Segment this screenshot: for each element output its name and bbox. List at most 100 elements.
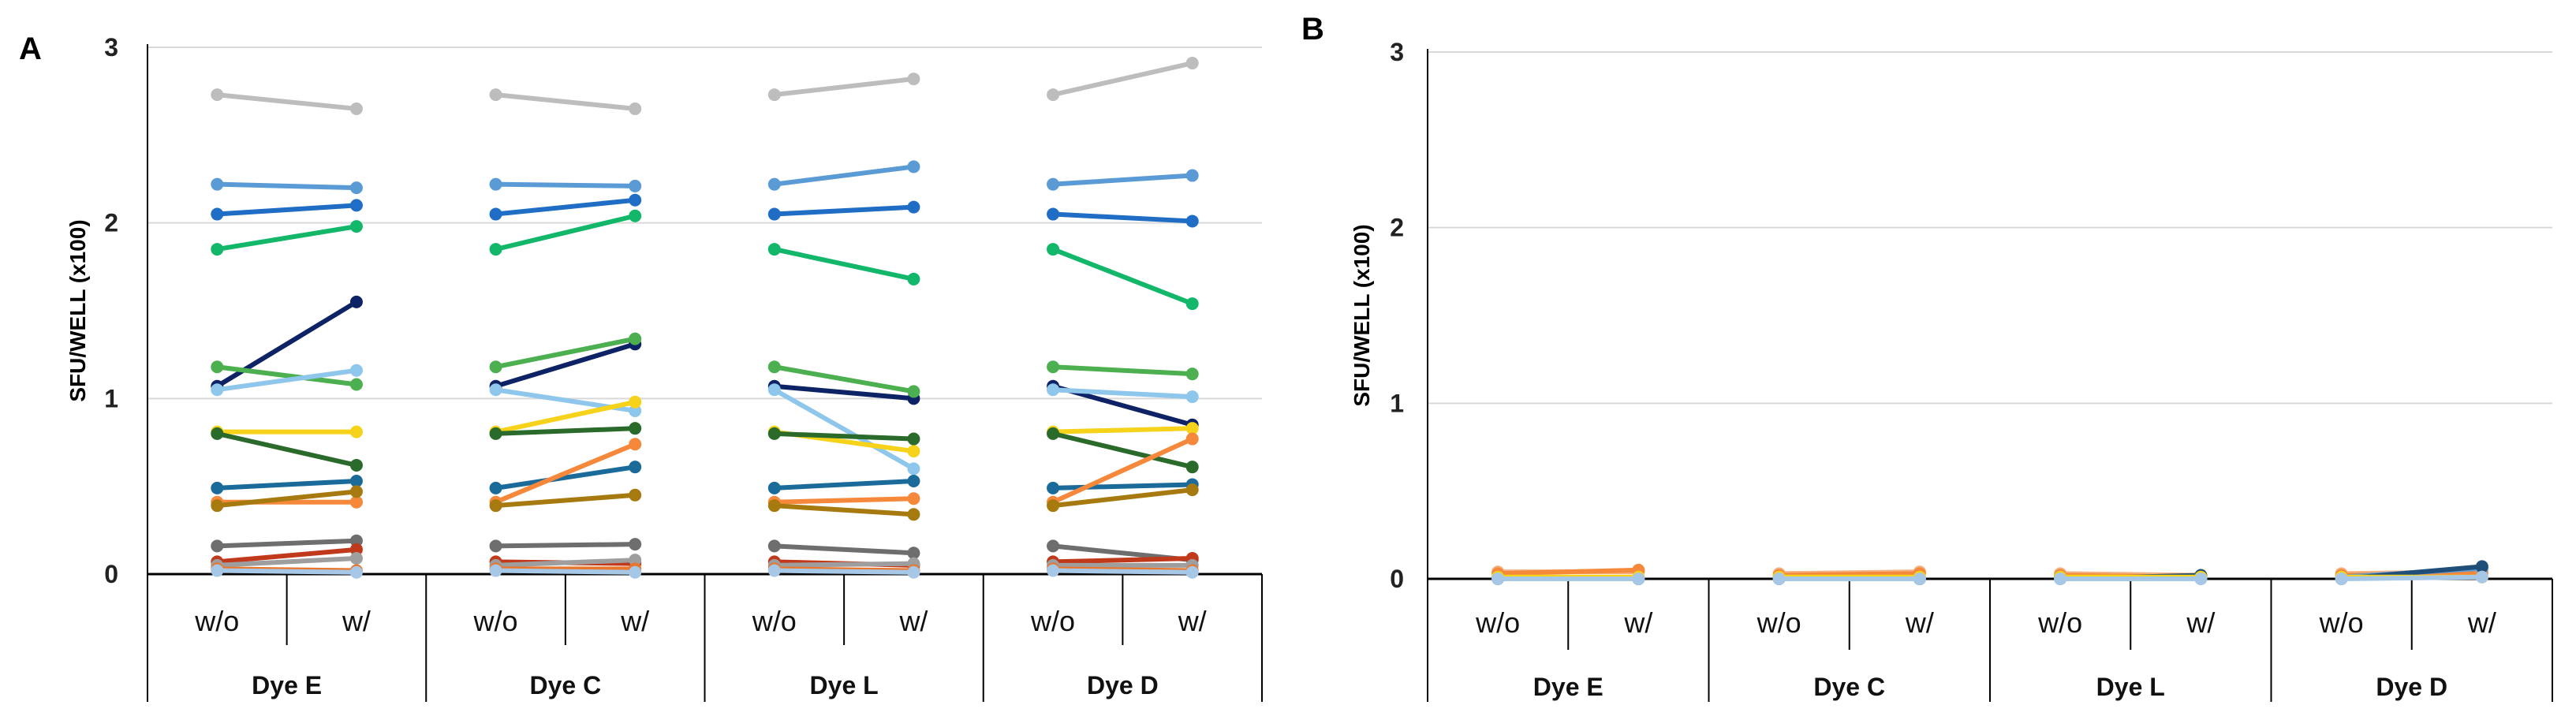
data-point <box>349 295 363 308</box>
data-point <box>211 88 224 102</box>
data-point <box>629 102 642 115</box>
data-point <box>489 177 502 191</box>
series-segment <box>493 399 638 435</box>
series-segment <box>493 336 638 370</box>
data-point <box>1047 564 1060 577</box>
data-point <box>629 488 642 502</box>
data-point <box>349 543 363 556</box>
series-segment <box>215 568 359 575</box>
group-label: Dye D <box>2376 673 2447 701</box>
condition-label: w/o <box>473 605 518 637</box>
data-point <box>349 551 363 565</box>
y-axis-label: SFU/WELL (x100) <box>1350 224 1374 406</box>
series-segment <box>493 542 638 549</box>
data-point <box>1047 383 1060 397</box>
condition-label: w/ <box>342 605 371 637</box>
group-label: Dye E <box>1533 673 1603 701</box>
data-point <box>211 383 224 397</box>
y-tick-label: 0 <box>1390 565 1404 593</box>
data-point <box>1185 422 1199 435</box>
data-point <box>629 565 642 579</box>
series-segment <box>1051 568 1195 575</box>
y-tick-label: 2 <box>1390 214 1404 242</box>
series-segment <box>215 489 359 509</box>
data-point <box>907 565 920 579</box>
group-label: Dye L <box>810 671 879 699</box>
condition-label: w/ <box>620 605 649 637</box>
series-segment <box>215 364 359 387</box>
data-point <box>1632 573 1645 585</box>
series-segment <box>771 164 917 187</box>
data-point <box>907 385 920 398</box>
data-point <box>629 422 642 435</box>
data-point <box>767 499 781 513</box>
series-segment <box>2339 574 2485 581</box>
group-label: Dye E <box>252 671 322 699</box>
data-point <box>629 438 642 451</box>
series-segment <box>1051 364 1195 377</box>
series-segment <box>771 383 917 401</box>
panel-b-chart: 0 1 2 3 SFU/WELL (x100) w/o w/Dye E w/o w/Dye C w… <box>1350 38 2553 702</box>
data-point <box>489 88 502 102</box>
data-point <box>349 181 363 195</box>
data-point <box>2475 560 2488 573</box>
series-segment <box>1051 431 1195 470</box>
series-segment <box>1051 487 1195 509</box>
data-point <box>489 207 502 221</box>
data-point <box>907 462 920 476</box>
data-point <box>907 272 920 285</box>
series-segment <box>1051 247 1195 307</box>
condition-label: w/o <box>752 605 797 637</box>
series-segment <box>771 76 917 98</box>
data-point <box>489 481 502 494</box>
series-segment <box>771 364 917 394</box>
data-point <box>489 243 502 256</box>
condition-label: w/o <box>194 605 239 637</box>
group-label: Dye C <box>530 671 602 699</box>
data-point <box>1185 432 1199 446</box>
data-point <box>1185 483 1199 497</box>
data-point <box>211 360 224 374</box>
data-point <box>1772 573 1786 585</box>
data-point <box>349 458 363 472</box>
data-point <box>907 508 920 521</box>
data-point <box>629 395 642 408</box>
data-point <box>2054 573 2067 585</box>
series-segment <box>215 181 359 191</box>
data-point <box>907 200 920 214</box>
data-point <box>349 364 363 377</box>
series-segment <box>771 561 917 568</box>
data-point <box>1913 573 1926 585</box>
condition-label: w/o <box>2037 606 2082 639</box>
data-point <box>349 378 363 391</box>
series-segment <box>493 341 638 389</box>
data-point <box>211 539 224 553</box>
condition-label: w/ <box>898 605 928 637</box>
data-point <box>1185 565 1199 579</box>
data-point <box>1047 177 1060 191</box>
data-point <box>211 499 224 513</box>
data-point <box>349 534 363 547</box>
data-point <box>629 404 642 417</box>
series-segment <box>493 442 638 505</box>
series-segment <box>493 568 638 575</box>
series-segment <box>1051 482 1195 491</box>
data-point <box>767 88 781 102</box>
series-segment <box>215 92 359 111</box>
data-point <box>489 499 502 513</box>
data-point <box>1047 427 1060 440</box>
data-point <box>349 102 363 115</box>
group-label: Dye C <box>1813 673 1885 701</box>
data-point <box>1047 539 1060 553</box>
series-segment <box>215 478 359 491</box>
series-segment <box>771 478 917 491</box>
data-point <box>1185 169 1199 182</box>
data-point <box>767 207 781 221</box>
series-segment <box>771 568 917 575</box>
series-segment <box>493 558 638 568</box>
y-tick-label: 1 <box>104 384 118 412</box>
data-point <box>907 474 920 487</box>
data-point <box>907 160 920 173</box>
data-point <box>767 177 781 191</box>
data-point <box>211 427 224 440</box>
